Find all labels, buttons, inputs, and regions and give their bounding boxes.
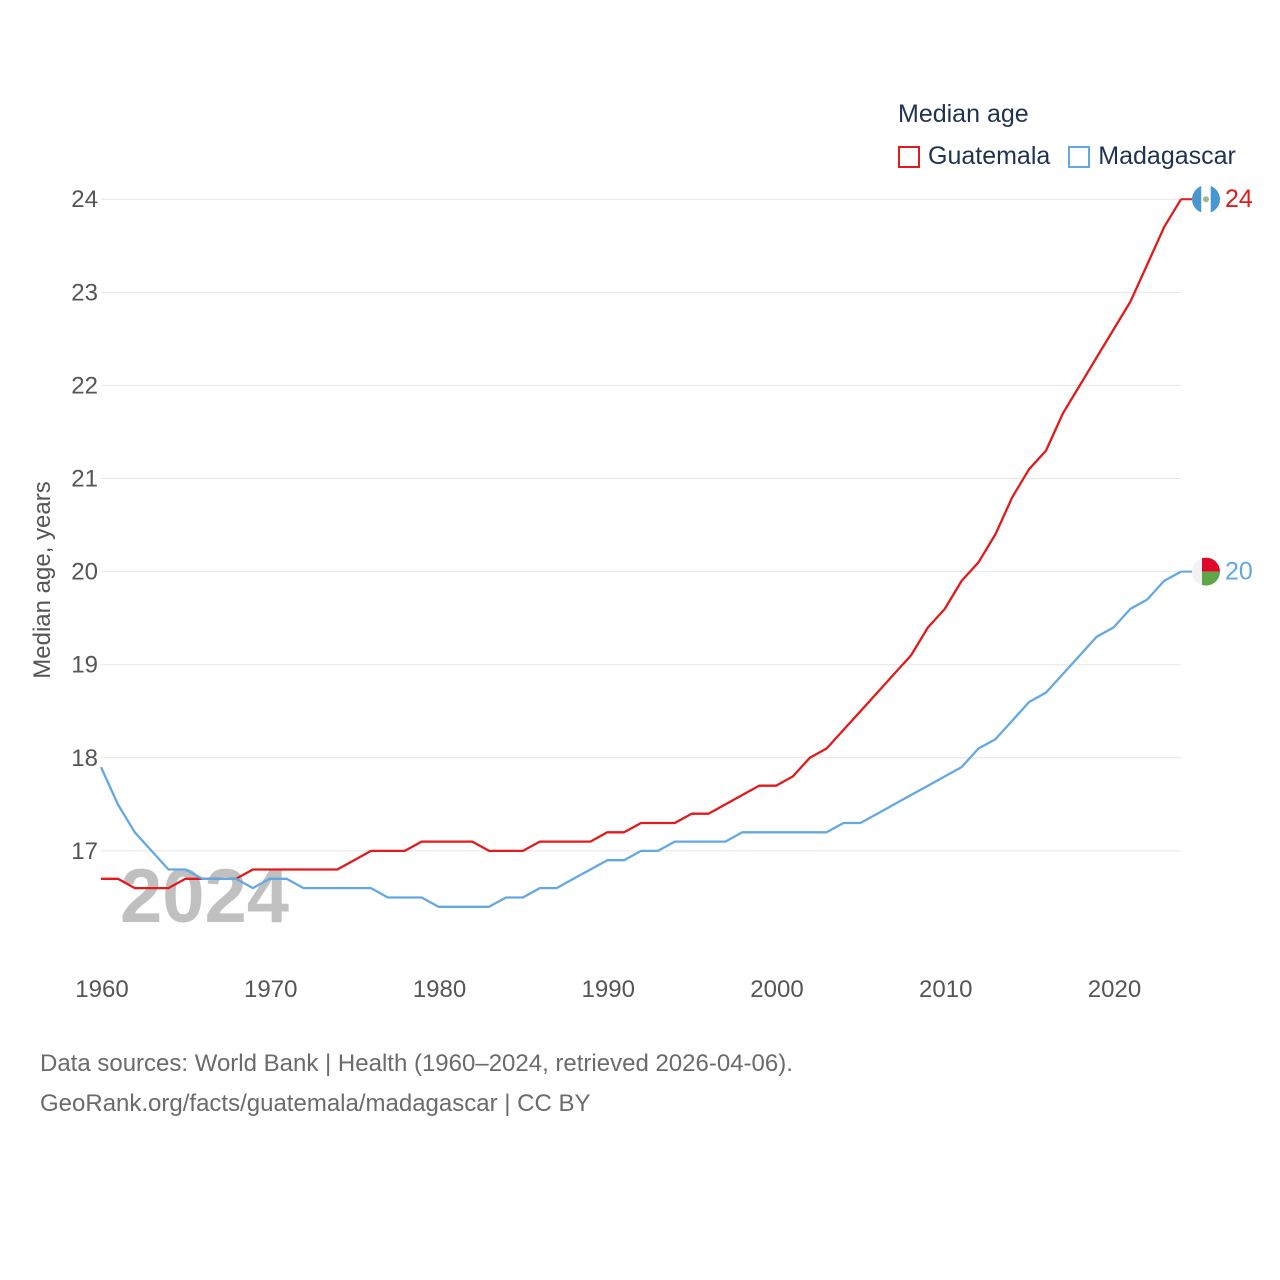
legend-item-guatemala[interactable]: Guatemala [898, 142, 1050, 171]
footer-attribution[interactable]: GeoRank.org/facts/guatemala/madagascar |… [40, 1090, 591, 1117]
y-tick-label-22: 22 [71, 372, 98, 399]
x-tick-label-1970: 1970 [244, 976, 297, 1003]
x-tick-label-2000: 2000 [750, 976, 803, 1003]
x-tick-label-1980: 1980 [413, 976, 466, 1003]
footer: Data sources: World Bank | Health (1960–… [40, 1044, 793, 1124]
y-tick-label-20: 20 [71, 559, 98, 586]
y-tick-label-17: 17 [71, 838, 98, 865]
y-tick-label-24: 24 [71, 186, 98, 213]
legend-label-madagascar: Madagascar [1098, 142, 1236, 170]
footer-sources: Data sources: World Bank | Health (1960–… [40, 1050, 793, 1077]
y-tick-label-19: 19 [71, 652, 98, 679]
line-chart: 17 18 19 20 21 22 23 24 1960 1970 1980 1990 2000 2010… [29, 185, 1253, 1003]
madagascar-flag-icon [1192, 557, 1220, 586]
legend-swatch-madagascar [1068, 145, 1091, 168]
legend-swatch-guatemala [898, 145, 920, 168]
y-tick-label-21: 21 [71, 466, 98, 493]
series-line-madagascar [99, 570, 1182, 908]
year-label: 2024 [120, 854, 289, 939]
x-tick-label-1990: 1990 [582, 976, 635, 1003]
end-value-label-madagascar: 20 [1225, 558, 1253, 586]
x-tick-label-2020: 2020 [1088, 976, 1141, 1003]
y-axis-title: Median age, years [29, 481, 56, 678]
legend-label-guatemala: Guatemala [928, 142, 1051, 170]
x-tick-label-1960: 1960 [75, 976, 128, 1003]
series-line-guatemala [101, 198, 1182, 890]
y-tick-label-23: 23 [71, 279, 98, 306]
legend-item-madagascar[interactable]: Madagascar [1068, 142, 1236, 171]
x-tick-label-2010: 2010 [919, 976, 972, 1003]
legend-title: Median age [898, 100, 1029, 128]
legend: Guatemala Madagascar [898, 142, 1254, 171]
guatemala-flag-icon [1192, 185, 1220, 214]
y-tick-label-18: 18 [71, 745, 98, 772]
end-value-label-guatemala: 24 [1225, 185, 1253, 213]
